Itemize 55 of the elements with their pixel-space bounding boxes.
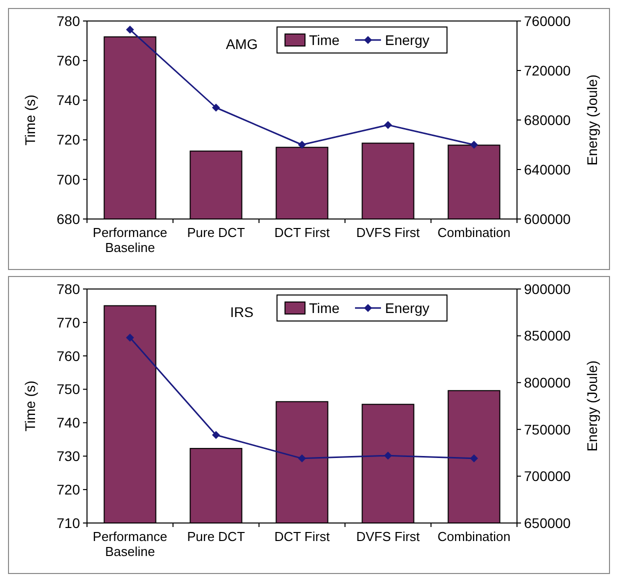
y-tick-label: 730 (56, 448, 80, 464)
x-tick-label: Performance Baseline (92, 225, 168, 255)
y-tick-label: 700 (56, 171, 80, 188)
y2-tick-label: 680000 (524, 112, 571, 128)
x-tick-label: Combination (438, 225, 510, 240)
legend-label: Time (309, 300, 340, 316)
x-tick-label: DCT First (274, 225, 330, 240)
y-tick-label: 780 (56, 12, 80, 29)
y2-tick-label: 760000 (524, 12, 571, 29)
y-tick-label: 740 (56, 92, 80, 108)
y2-tick-label: 750000 (524, 421, 571, 438)
y-axis-title: Time (s) (22, 94, 38, 146)
x-tick-label: Pure DCT (187, 529, 245, 544)
y2-tick-label: 640000 (524, 161, 571, 178)
y-tick-label: 680 (56, 210, 80, 227)
point (470, 454, 478, 462)
point (470, 140, 478, 149)
y2-tick-label: 700000 (524, 468, 571, 484)
point (298, 454, 306, 462)
y-tick-label: 760 (56, 52, 80, 68)
y-tick-label: 720 (56, 481, 80, 498)
point (298, 140, 306, 149)
y2-tick-label: 600000 (524, 210, 571, 227)
y2-axis-title: Energy (Joule) (584, 360, 600, 452)
x-tick-label: DCT First (274, 529, 330, 544)
y2-tick-label: 650000 (524, 514, 571, 531)
y2-tick-label: 720000 (524, 62, 571, 78)
text: AMG (226, 36, 258, 52)
legend-label: Energy (385, 32, 430, 48)
x-tick-label: Pure DCT (187, 225, 245, 240)
legend-label: Energy (385, 300, 430, 316)
point (212, 431, 220, 440)
y2-axis-title: Energy (Joule) (584, 74, 600, 166)
y-tick-label: 750 (56, 381, 80, 398)
y2-tick-label: 900000 (524, 280, 571, 297)
y2-tick-label: 850000 (524, 328, 571, 344)
y-tick-label: 780 (56, 280, 80, 297)
y-tick-label: 720 (56, 132, 80, 148)
text: IRS (230, 304, 254, 320)
point (384, 120, 392, 129)
x-tick-label: DVFS First (356, 225, 420, 240)
point (384, 452, 392, 460)
y-tick-label: 760 (56, 348, 80, 364)
point (126, 334, 134, 342)
y2-tick-label: 800000 (524, 374, 571, 390)
legend-label: Time (309, 32, 340, 48)
x-tick-label: Combination (438, 529, 510, 544)
x-tick-label: Performance Baseline (92, 529, 168, 559)
y-tick-label: 710 (56, 514, 80, 531)
y-tick-label: 740 (56, 414, 80, 431)
y-axis-title: Time (s) (22, 380, 38, 432)
point (126, 26, 134, 34)
y-tick-label: 770 (56, 314, 80, 330)
point (212, 104, 220, 112)
x-tick-label: DVFS First (356, 529, 420, 544)
